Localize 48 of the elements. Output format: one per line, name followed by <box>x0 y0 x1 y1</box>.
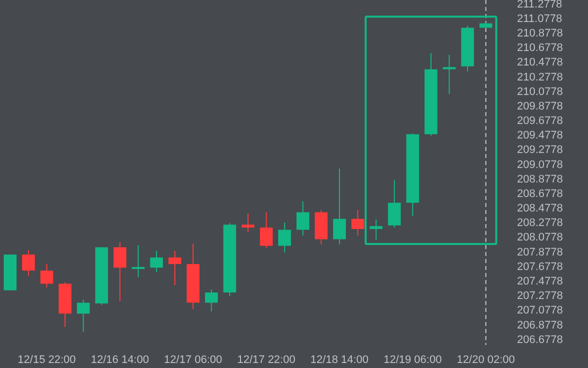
x-tick-label: 12/16 14:00 <box>90 354 149 366</box>
x-tick-label: 12/17 06:00 <box>164 354 222 366</box>
y-tick-label: 207.2778 <box>517 290 563 302</box>
x-tick-label: 12/17 22:00 <box>237 354 296 366</box>
candlestick <box>40 264 54 288</box>
y-tick-label: 209.8778 <box>517 100 563 112</box>
candlestick <box>22 250 35 276</box>
y-tick-label: 206.6778 <box>517 334 563 346</box>
y-tick-label: 211.2778 <box>517 0 562 10</box>
candlestick <box>351 210 364 236</box>
candlestick <box>150 250 163 273</box>
y-tick-label: 210.4778 <box>517 56 563 69</box>
y-tick-label: 207.0778 <box>517 304 563 317</box>
y-tick-label: 210.8778 <box>517 28 563 40</box>
candlestick <box>168 250 182 286</box>
candlestick <box>114 242 126 302</box>
y-tick-label: 210.0778 <box>517 86 563 98</box>
y-tick-label: 208.0778 <box>517 232 563 244</box>
y-tick-label: 206.8778 <box>517 319 563 332</box>
candlestick <box>442 54 456 95</box>
y-tick-label: 208.6778 <box>517 188 563 200</box>
y-tick-label: 210.6778 <box>517 42 563 54</box>
x-tick-label: 12/20 02:00 <box>456 354 515 366</box>
candlestick <box>333 168 346 245</box>
candlestick <box>370 219 382 240</box>
y-tick-label: 209.6778 <box>517 115 563 128</box>
candlestick <box>132 244 145 278</box>
y-tick-label: 209.4778 <box>517 130 563 142</box>
y-tick-label: 207.4778 <box>517 275 563 288</box>
candlestick <box>205 289 218 312</box>
y-tick-label: 208.2778 <box>517 217 563 230</box>
candlestick <box>388 180 401 228</box>
y-tick-label: 208.4778 <box>517 202 563 215</box>
x-tick-label: 12/19 06:00 <box>384 354 442 366</box>
y-tick-label: 208.8778 <box>517 173 563 186</box>
x-tick-label: 12/18 14:00 <box>310 354 369 366</box>
y-tick-label: 209.2778 <box>517 144 563 156</box>
candlestick <box>260 212 273 248</box>
x-tick-label: 12/15 22:00 <box>18 354 76 366</box>
candlestick <box>296 200 310 236</box>
y-tick-label: 207.8778 <box>517 246 563 258</box>
y-tick-label: 207.6778 <box>517 260 563 273</box>
y-tick-label: 209.0778 <box>517 158 563 171</box>
candlestick <box>76 299 90 332</box>
candlestick <box>278 222 291 253</box>
candlestick <box>242 213 254 232</box>
y-tick-label: 211.0778 <box>517 12 562 25</box>
y-tick-label: 210.2778 <box>517 71 563 84</box>
